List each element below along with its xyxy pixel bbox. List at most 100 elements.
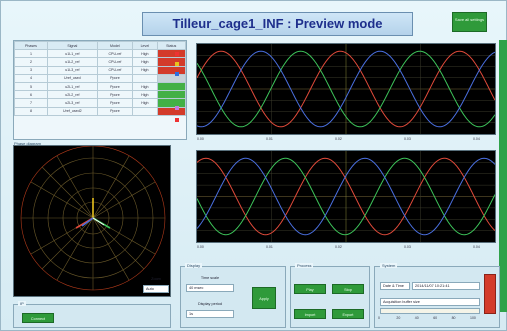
time-scale-field[interactable]: 40 msec xyxy=(186,284,234,292)
tick-label: 0.01 xyxy=(266,137,273,141)
table-row[interactable]: 6 u2L2_ref Ppore High xyxy=(14,90,187,100)
alarm-indicator[interactable] xyxy=(484,274,496,314)
status-badge xyxy=(156,81,187,92)
marker-purple-icon xyxy=(175,106,179,110)
table-row[interactable]: 5 u2L1_ref Ppore High xyxy=(14,81,187,92)
tick-label: 0.01 xyxy=(266,245,273,249)
ip-panel-title: IP xyxy=(18,301,26,306)
waveform-chart-bottom xyxy=(196,150,496,243)
tick-label: 0.02 xyxy=(335,245,342,249)
series-line xyxy=(196,50,496,128)
table-cell: 3 xyxy=(14,65,48,75)
table-row[interactable]: 1 u1L1_ref CPU-ref High xyxy=(14,49,187,59)
tick-label: 0.04 xyxy=(473,137,480,141)
apply-button[interactable]: Apply xyxy=(252,287,276,309)
table-cell: 4 xyxy=(14,73,48,83)
table-cell xyxy=(132,73,158,83)
buffer-scale xyxy=(380,308,480,314)
tick-label: 0.04 xyxy=(473,245,480,249)
status-badge xyxy=(156,90,187,100)
tick-label: 0.03 xyxy=(404,137,411,141)
phasor-diagram xyxy=(13,145,171,297)
tick-label: 40 xyxy=(414,316,419,320)
table-header: Signal xyxy=(46,40,98,51)
status-badge xyxy=(156,49,187,59)
export-button[interactable]: Export xyxy=(332,309,364,319)
stop-button[interactable]: Stop xyxy=(332,284,364,294)
table-row[interactable]: 2 u1L2_ref CPU-ref High xyxy=(14,57,187,67)
table-cell: u1L3_ref xyxy=(46,65,98,75)
phasor-vector xyxy=(81,217,94,227)
zoom-label: Zoom xyxy=(151,277,161,281)
table-cell: 6 xyxy=(14,90,48,100)
signal-table: Phases Signal Model Level Status 1 u1L1_r… xyxy=(13,40,187,140)
marker-yellow-icon xyxy=(175,62,179,66)
status-badge xyxy=(156,106,187,116)
table-cell: u2L1_ref xyxy=(46,81,98,92)
waveform-svg-bottom xyxy=(196,151,496,242)
page-title: Tilleur_cage1_INF : Preview mode xyxy=(142,12,413,36)
datetime-field[interactable]: 2014/11/07 10:21:41 xyxy=(412,282,480,290)
table-cell: 5 xyxy=(14,81,48,92)
table-cell: CPU-ref xyxy=(96,49,134,59)
tick-label: 60 xyxy=(433,316,438,320)
table-row[interactable]: 3 u1L3_ref CPU-ref High xyxy=(14,65,187,75)
table-cell: CPU-ref xyxy=(96,57,134,67)
table-cell: 2 xyxy=(14,57,48,67)
system-panel-title: System xyxy=(380,263,398,268)
connect-button[interactable]: Connect xyxy=(22,313,54,323)
table-row[interactable]: 7 u2L3_ref Ppore High xyxy=(14,98,187,108)
zoom-field[interactable]: Auto xyxy=(143,285,169,293)
tick-label: 0.00 xyxy=(197,137,204,141)
import-button[interactable]: Import xyxy=(294,309,326,319)
table-cell: Ppore xyxy=(96,81,134,92)
marker-red-icon xyxy=(175,118,179,122)
play-button[interactable]: Play xyxy=(294,284,326,294)
table-header: Level xyxy=(132,40,158,51)
table-cell: 1 xyxy=(14,49,48,59)
series-line xyxy=(196,157,496,236)
status-badge xyxy=(156,65,187,75)
tick-label: 100 xyxy=(470,316,476,320)
save-settings-button[interactable]: Save all settings xyxy=(452,12,487,32)
table-cell: u1L1_ref xyxy=(46,49,98,59)
table-header: Model xyxy=(96,40,134,51)
series-line xyxy=(196,50,496,128)
phasor-label: Phase diagram xyxy=(14,141,41,146)
tick-label: 0.03 xyxy=(404,245,411,249)
marker-blue-icon xyxy=(175,72,179,76)
table-cell: 8 xyxy=(14,106,48,116)
display-period-field[interactable]: 1s xyxy=(186,310,234,318)
table-cell: High xyxy=(132,90,158,100)
time-scale-label: Time scale xyxy=(200,276,220,280)
table-row[interactable]: 4 Uref_used Ppore xyxy=(14,73,187,83)
table-cell: Ppore xyxy=(96,90,134,100)
right-scrollbar[interactable] xyxy=(499,40,507,312)
table-row[interactable]: 8 Uref_used2 Ppore xyxy=(14,106,187,116)
status-badge xyxy=(156,98,187,108)
table-cell: Ppore xyxy=(96,106,134,116)
series-line xyxy=(196,157,496,236)
status-badge xyxy=(156,73,187,83)
display-panel-title: Display xyxy=(185,263,203,268)
tick-label: 80 xyxy=(451,316,456,320)
table-cell: High xyxy=(132,49,158,59)
waveform-svg-top xyxy=(196,44,496,134)
buffer-label: Acquisition buffer size xyxy=(380,298,480,306)
table-cell: Uref_used2 xyxy=(46,106,98,116)
system-panel xyxy=(374,266,500,328)
table-cell: Uref_used xyxy=(46,73,98,83)
status-badge xyxy=(156,57,187,67)
table-header: Status xyxy=(156,40,187,51)
process-panel-title: Process xyxy=(295,263,314,268)
tick-label: 0 xyxy=(378,316,380,320)
datetime-label: Date & Time xyxy=(380,282,410,290)
waveform-chart-top xyxy=(196,43,496,135)
tick-label: 0.00 xyxy=(197,245,204,249)
tick-label: 0.02 xyxy=(335,137,342,141)
marker-red-icon xyxy=(175,52,179,56)
tick-label: 20 xyxy=(396,316,401,320)
table-header: Phases xyxy=(14,40,48,51)
display-period-label: Display period xyxy=(197,302,223,306)
series-line xyxy=(196,50,496,128)
